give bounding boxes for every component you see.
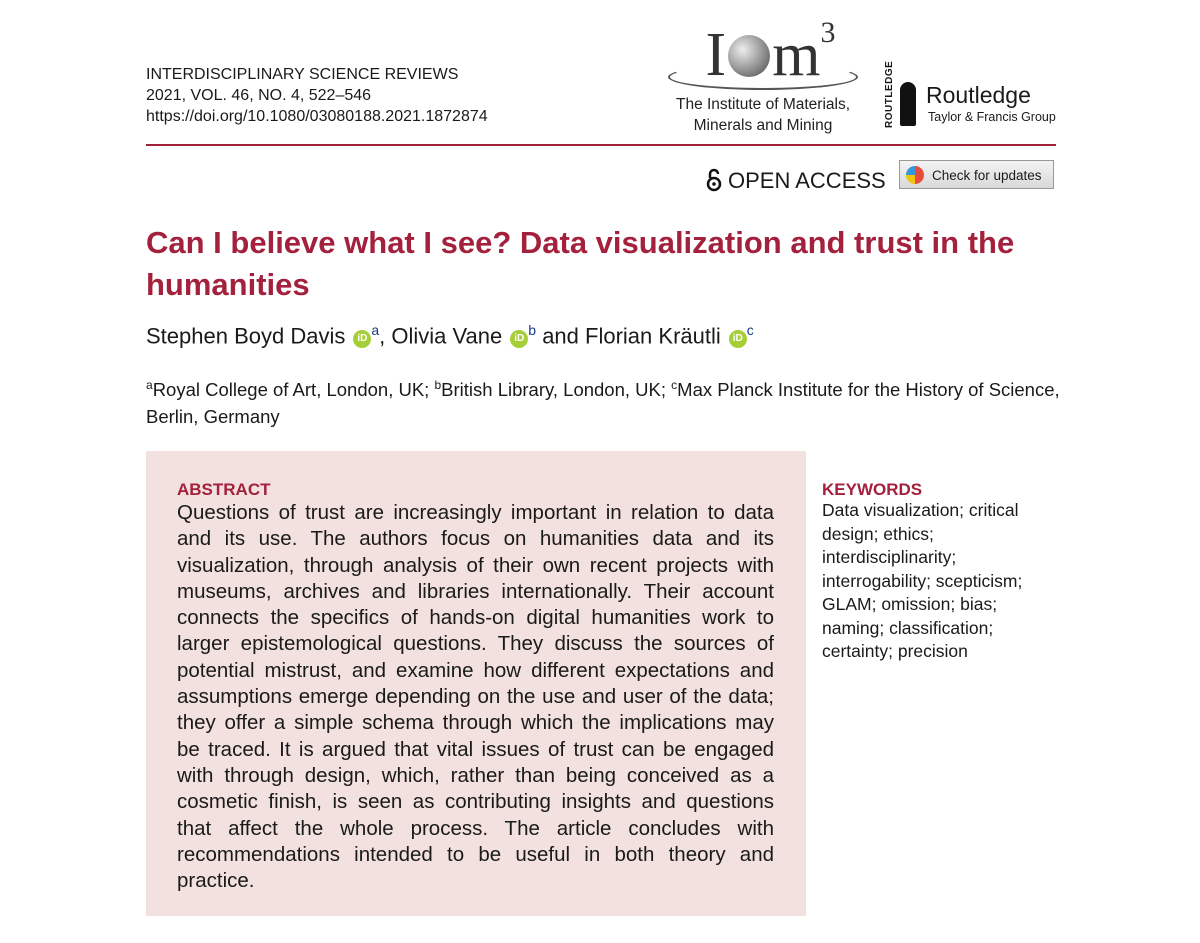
abstract-box <box>146 451 806 916</box>
open-access-icon <box>706 168 722 192</box>
open-access: OPEN ACCESS <box>706 168 886 194</box>
affiliation-text: Royal College of Art, London, UK; <box>152 379 430 401</box>
check-updates-icon <box>906 166 924 184</box>
affiliation-text: Max Planck Institute for the History of … <box>146 379 1060 428</box>
logo-name: Routledge <box>926 82 1031 108</box>
journal-info: INTERDISCIPLINARY SCIENCE REVIEWS 2021, … <box>146 64 488 127</box>
keywords-heading: KEYWORDS <box>822 480 923 499</box>
logo-vertical: ROUTLEDGE <box>884 60 895 128</box>
logo-sphere <box>728 35 771 77</box>
logo-letter: I <box>705 21 727 89</box>
logo-letter: m <box>772 21 821 89</box>
affiliation-text: British Library, London, UK; <box>441 379 667 401</box>
affiliation-letter: c <box>671 378 678 392</box>
affiliation-marker: c <box>746 322 754 338</box>
logo-line: Minerals and Mining <box>693 117 833 134</box>
affiliation-marker: b <box>528 322 537 338</box>
article-title: Can I believe what I see? Data visualiza… <box>146 225 1015 302</box>
affiliation-marker: a <box>371 322 380 338</box>
author-name: Florian Kräutli <box>585 323 721 349</box>
doi-link[interactable]: https://doi.org/10.1080/03080188.2021.18… <box>146 108 488 125</box>
author-name: Olivia Vane <box>391 323 503 349</box>
affiliation-letter: b <box>434 378 442 392</box>
affiliations: aRoyal College of Art, London, UK; bBrit… <box>146 372 1066 430</box>
logo-superscript: 3 <box>820 16 836 49</box>
header-rule <box>146 144 1056 146</box>
affiliation-letter: a <box>146 378 153 392</box>
logo-ring <box>668 64 858 90</box>
logo-name: The Institute of Materials, Minerals and… <box>668 94 858 136</box>
author-separator: and <box>542 323 579 349</box>
logo-line: The Institute of Materials, <box>675 96 851 113</box>
issue: 2021, VOL. 46, NO. 4, 522–546 <box>146 87 372 104</box>
open-access-label: OPEN ACCESS <box>728 168 886 193</box>
abstract-text: Questions of trust are increasingly impo… <box>177 501 774 893</box>
abstract-heading: ABSTRACT <box>177 480 271 499</box>
check-updates-button[interactable]: Check for updates <box>899 160 1054 189</box>
logo-group: Taylor & Francis Group <box>928 110 1056 124</box>
orcid-icon[interactable]: iD <box>353 330 372 349</box>
author-separator: , <box>379 323 386 349</box>
authors: Stephen Boyd Davis iDa, Olivia Vane iDb an… <box>146 322 754 349</box>
check-updates-label: Check for updates <box>932 168 1042 183</box>
author-name: Stephen Boyd Davis <box>146 323 346 349</box>
logo-icon <box>900 82 916 126</box>
orcid-icon[interactable]: iD <box>728 330 747 349</box>
journal-name: INTERDISCIPLINARY SCIENCE REVIEWS <box>146 66 459 83</box>
orcid-icon[interactable]: iD <box>510 330 529 349</box>
keywords-text: Data visualization; critical design; eth… <box>822 500 1023 661</box>
